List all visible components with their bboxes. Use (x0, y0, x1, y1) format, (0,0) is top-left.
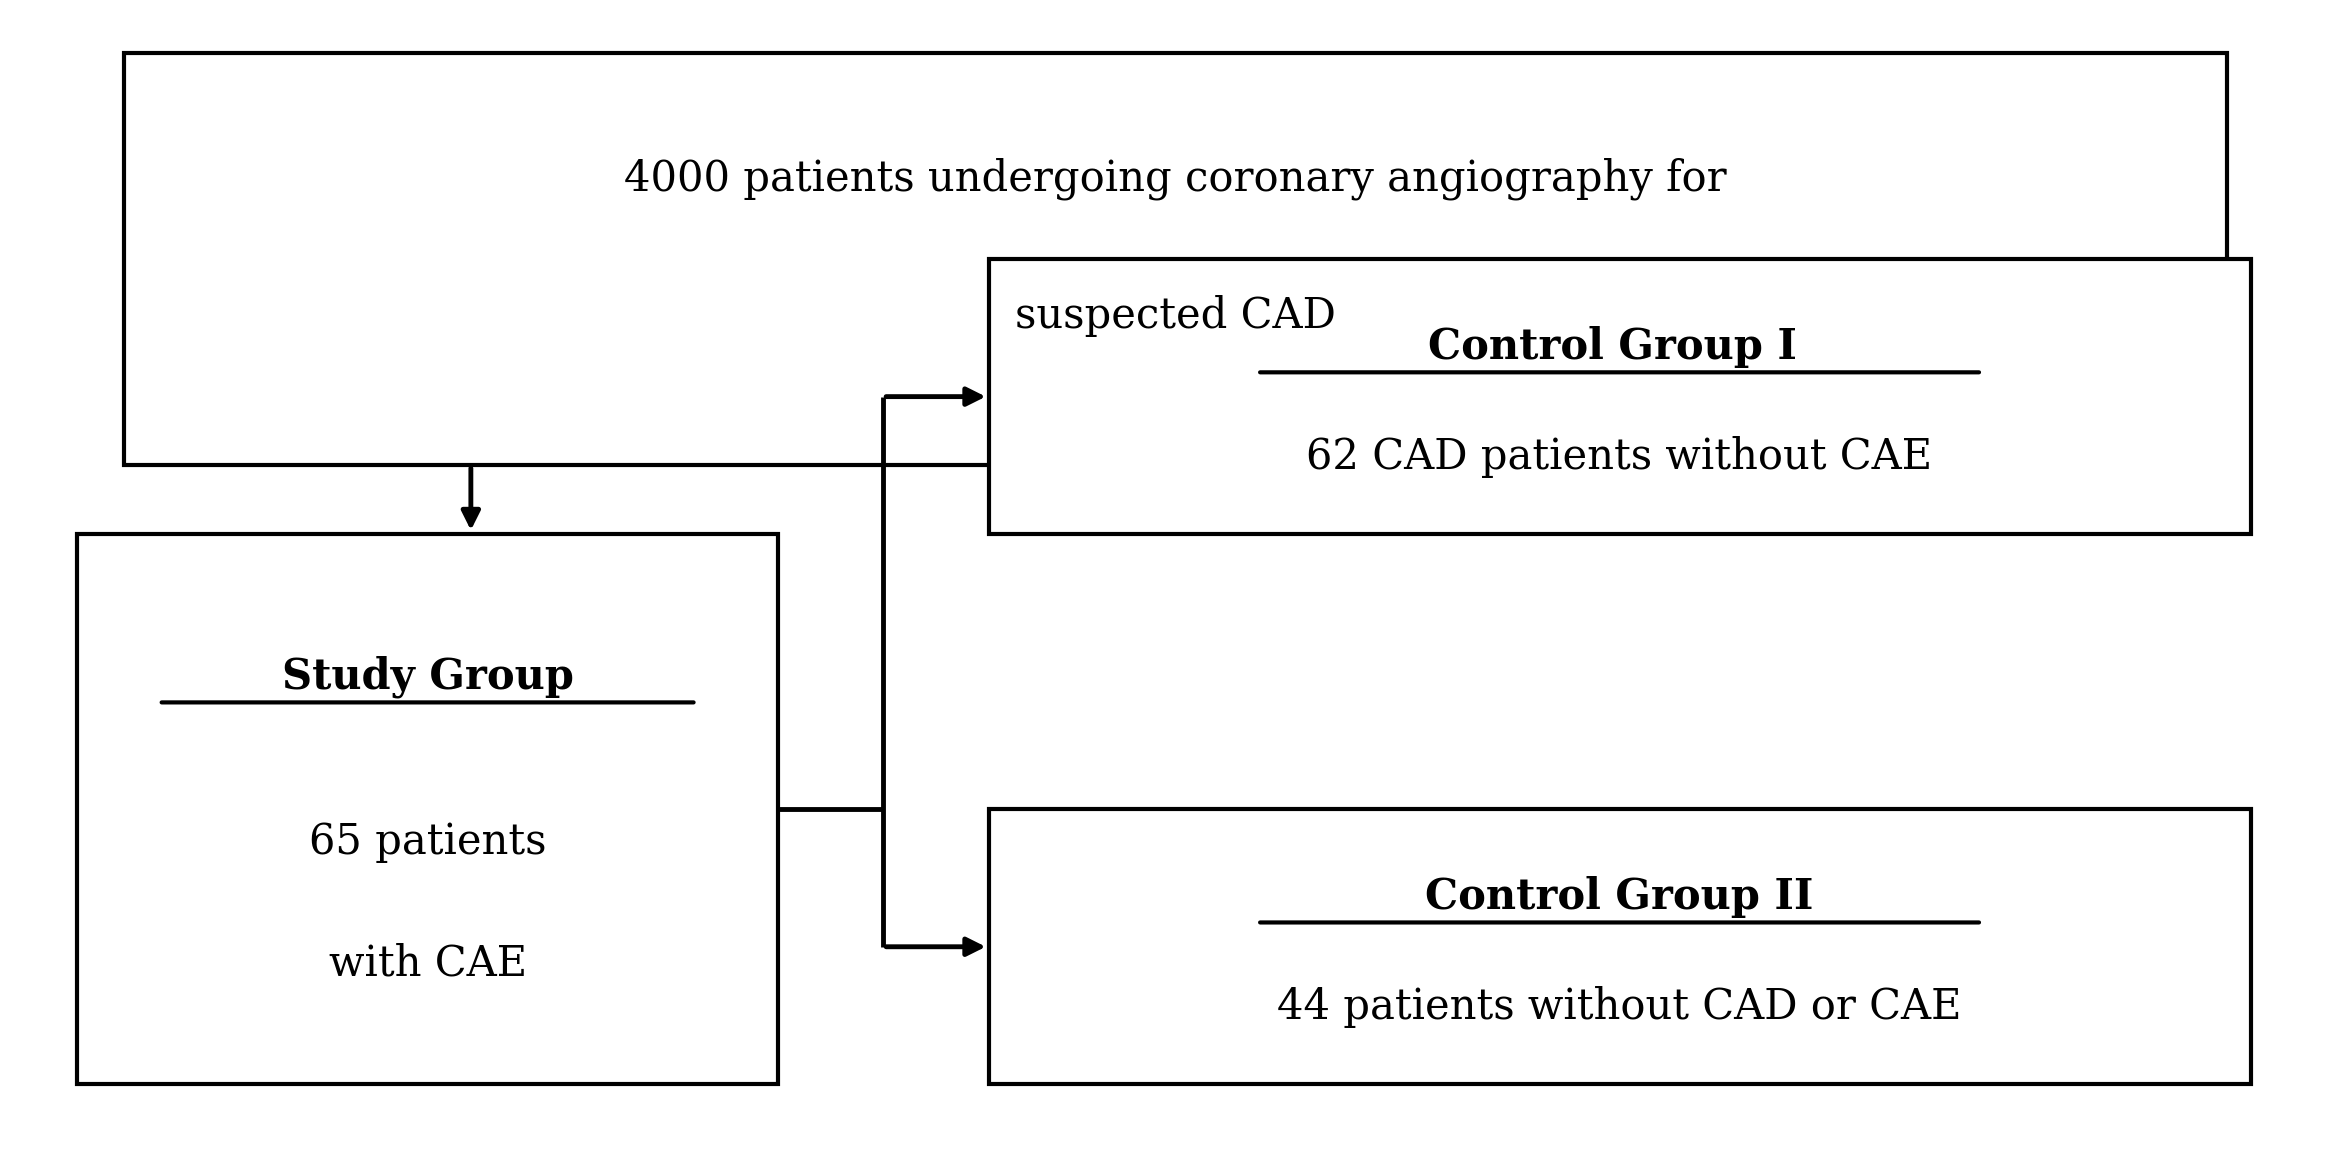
Text: 62 CAD patients without CAE: 62 CAD patients without CAE (1307, 436, 1933, 478)
FancyBboxPatch shape (125, 53, 2226, 465)
FancyBboxPatch shape (987, 259, 2250, 534)
FancyBboxPatch shape (78, 534, 778, 1085)
Text: Study Group: Study Group (282, 655, 574, 698)
Text: 4000 patients undergoing coronary angiography for: 4000 patients undergoing coronary angiog… (623, 158, 1728, 201)
Text: Control Group I: Control Group I (1427, 326, 1810, 368)
Text: Control Group II: Control Group II (1425, 876, 1813, 919)
Text: 65 patients: 65 patients (308, 821, 545, 863)
Text: with CAE: with CAE (329, 942, 527, 984)
Text: suspected CAD: suspected CAD (1016, 296, 1335, 338)
FancyBboxPatch shape (987, 810, 2250, 1085)
Text: 44 patients without CAD or CAE: 44 patients without CAD or CAE (1277, 986, 1961, 1028)
